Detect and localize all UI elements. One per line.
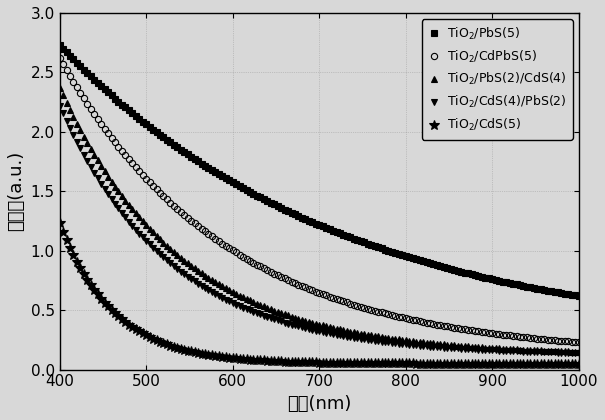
TiO$_2$/PbS(2)/CdS(4) [575,349,583,354]
TiO$_2$/CdS(4)/PbS(2) [385,340,392,345]
TiO$_2$/CdS(5) [419,361,427,366]
TiO$_2$/PbS(5) [56,42,64,47]
TiO$_2$/CdPbS(5) [385,312,392,317]
TiO$_2$/CdS(5) [240,357,247,362]
TiO$_2$/PbS(2)/CdS(4) [565,349,572,354]
Line: TiO$_2$/CdS(4)/PbS(2): TiO$_2$/CdS(4)/PbS(2) [56,102,582,356]
TiO$_2$/CdPbS(5) [575,340,583,345]
TiO$_2$/PbS(5) [565,292,572,297]
Line: TiO$_2$/CdPbS(5): TiO$_2$/CdPbS(5) [56,55,582,345]
X-axis label: 波长(nm): 波长(nm) [287,395,352,413]
TiO$_2$/PbS(2)/CdS(4) [385,336,392,341]
TiO$_2$/PbS(5) [240,186,247,191]
TiO$_2$/PbS(5) [385,248,392,253]
TiO$_2$/CdS(4)/PbS(2) [565,350,572,355]
TiO$_2$/CdS(4)/PbS(2) [240,305,247,310]
TiO$_2$/CdS(5) [371,361,378,366]
TiO$_2$/PbS(2)/CdS(4) [419,340,427,345]
TiO$_2$/PbS(5) [309,220,316,225]
TiO$_2$/CdS(5) [56,221,64,226]
Y-axis label: 吸光度(a.u.): 吸光度(a.u.) [7,151,25,231]
TiO$_2$/CdPbS(5) [56,55,64,60]
Line: TiO$_2$/PbS(2)/CdS(4): TiO$_2$/PbS(2)/CdS(4) [56,85,582,355]
TiO$_2$/CdS(4)/PbS(2) [309,327,316,332]
Line: TiO$_2$/CdS(5): TiO$_2$/CdS(5) [54,218,584,368]
TiO$_2$/CdS(5) [309,360,316,365]
TiO$_2$/PbS(2)/CdS(4) [56,85,64,90]
TiO$_2$/PbS(2)/CdS(4) [309,320,316,325]
TiO$_2$/PbS(2)/CdS(4) [371,333,378,339]
Legend: TiO$_2$/PbS(5), TiO$_2$/CdPbS(5), TiO$_2$/PbS(2)/CdS(4), TiO$_2$/CdS(4)/PbS(2), : TiO$_2$/PbS(5), TiO$_2$/CdPbS(5), TiO$_2… [422,19,572,140]
TiO$_2$/CdPbS(5) [240,254,247,259]
TiO$_2$/CdS(4)/PbS(2) [575,351,583,356]
Line: TiO$_2$/PbS(5): TiO$_2$/PbS(5) [56,42,582,299]
TiO$_2$/PbS(5) [371,244,378,249]
TiO$_2$/CdPbS(5) [309,288,316,293]
TiO$_2$/CdPbS(5) [565,339,572,344]
TiO$_2$/CdS(5) [565,361,572,366]
TiO$_2$/CdPbS(5) [419,319,427,324]
TiO$_2$/CdS(4)/PbS(2) [56,103,64,108]
TiO$_2$/PbS(2)/CdS(4) [240,295,247,300]
TiO$_2$/CdS(4)/PbS(2) [371,338,378,343]
TiO$_2$/PbS(5) [575,294,583,299]
TiO$_2$/CdS(4)/PbS(2) [419,344,427,349]
TiO$_2$/PbS(5) [419,259,427,264]
TiO$_2$/CdS(5) [385,361,392,366]
TiO$_2$/CdPbS(5) [371,308,378,313]
TiO$_2$/CdS(5) [575,361,583,366]
